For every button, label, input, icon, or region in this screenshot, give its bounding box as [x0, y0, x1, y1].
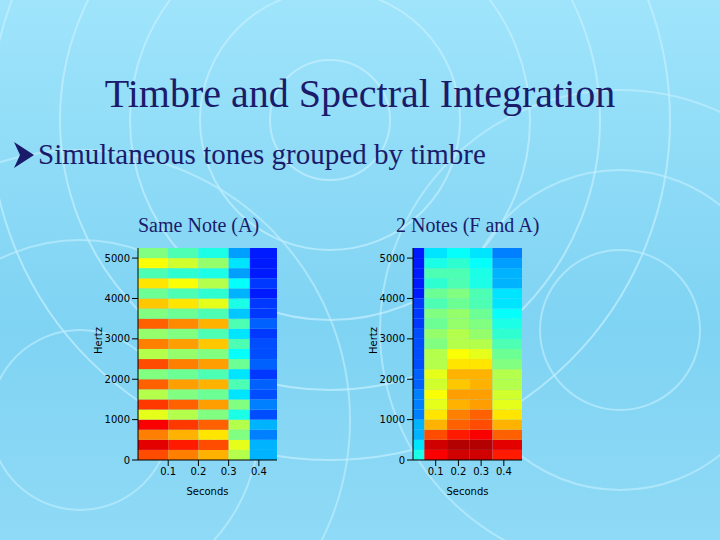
svg-text:0.4: 0.4 [251, 466, 267, 477]
svg-text:Seconds: Seconds [446, 486, 488, 497]
svg-text:0: 0 [124, 455, 130, 466]
svg-text:0: 0 [399, 455, 405, 466]
html-text:Same Note (A): Same Note (A) [138, 214, 260, 236]
svg-text:3000: 3000 [105, 333, 130, 344]
svg-text:2000: 2000 [105, 374, 130, 385]
svg-text:0.1: 0.1 [428, 466, 444, 477]
svg-text:0.2: 0.2 [190, 466, 206, 477]
svg-text:5000: 5000 [105, 253, 130, 264]
svg-text:Seconds: Seconds [186, 486, 228, 497]
svg-text:0.2: 0.2 [450, 466, 466, 477]
html-text:Simultaneous tones grouped by: Simultaneous tones grouped by timbre [38, 138, 486, 170]
svg-text:4000: 4000 [105, 293, 130, 304]
svg-text:5000: 5000 [380, 253, 405, 264]
svg-text:3000: 3000 [380, 333, 405, 344]
svg-text:0.3: 0.3 [221, 466, 237, 477]
svg-text:0.1: 0.1 [160, 466, 176, 477]
svg-text:2000: 2000 [380, 374, 405, 385]
svg-text:Hertz: Hertz [93, 327, 104, 354]
svg-text:4000: 4000 [380, 293, 405, 304]
html-text:2 Notes (F and A): 2 Notes (F and A) [396, 214, 540, 236]
svg-text:1000: 1000 [105, 414, 130, 425]
svg-text:0.4: 0.4 [496, 466, 512, 477]
svg-text:0.3: 0.3 [473, 466, 489, 477]
html-text:Timbre and Spectral Integratio: Timbre and Spectral Integration [104, 71, 616, 116]
svg-text:1000: 1000 [380, 414, 405, 425]
svg-text:Hertz: Hertz [368, 327, 379, 354]
